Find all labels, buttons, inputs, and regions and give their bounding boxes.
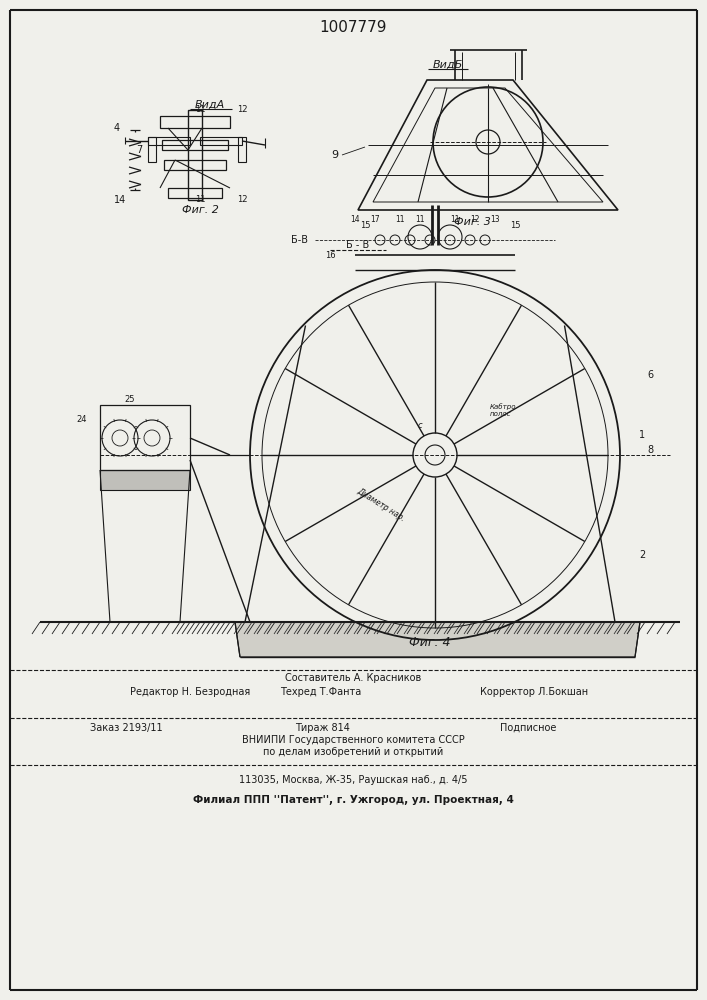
Text: 4: 4 xyxy=(114,123,120,133)
Text: c: c xyxy=(418,420,422,430)
Text: 12: 12 xyxy=(237,105,247,114)
Text: 9: 9 xyxy=(332,150,339,160)
Text: Редактор Н. Безродная: Редактор Н. Безродная xyxy=(130,687,250,697)
Text: 12: 12 xyxy=(237,196,247,205)
Bar xyxy=(100,405,190,470)
Bar xyxy=(164,160,226,170)
Bar xyxy=(148,137,156,162)
Text: Диаметр нар.: Диаметр нар. xyxy=(355,487,407,523)
Text: ВидА: ВидА xyxy=(195,100,225,110)
Polygon shape xyxy=(235,622,640,657)
Bar xyxy=(200,137,242,145)
Text: 15: 15 xyxy=(360,221,370,230)
Text: 6: 6 xyxy=(647,370,653,380)
Text: 13: 13 xyxy=(490,216,500,225)
Text: 7: 7 xyxy=(136,145,142,155)
Text: Корректор Л.Бокшан: Корректор Л.Бокшан xyxy=(480,687,588,697)
Text: 2: 2 xyxy=(639,550,645,560)
Bar xyxy=(100,470,190,490)
Text: Филиал ППП ''Патент'', г. Ужгород, ул. Проектная, 4: Филиал ППП ''Патент'', г. Ужгород, ул. П… xyxy=(192,795,513,805)
Text: 1007779: 1007779 xyxy=(320,20,387,35)
Text: 24: 24 xyxy=(77,416,87,424)
Text: 12: 12 xyxy=(470,216,480,225)
Text: 14: 14 xyxy=(114,195,126,205)
Text: Фиг. 3: Фиг. 3 xyxy=(454,217,491,227)
Text: 11: 11 xyxy=(450,216,460,225)
Text: 11: 11 xyxy=(194,196,205,205)
Bar xyxy=(160,116,230,128)
Text: Техред Т.Фанта: Техред Т.Фанта xyxy=(280,687,361,697)
Text: 1: 1 xyxy=(639,430,645,440)
Bar xyxy=(148,137,190,145)
Text: ВНИИПИ Государственного комитета СССР: ВНИИПИ Государственного комитета СССР xyxy=(242,735,464,745)
Text: Фиг. 4: Фиг. 4 xyxy=(409,636,451,648)
Text: ВидБ: ВидБ xyxy=(433,60,463,70)
Text: Подписное: Подписное xyxy=(500,723,556,733)
Text: Кабтро
полос: Кабтро полос xyxy=(490,403,517,417)
Text: 17: 17 xyxy=(370,216,380,225)
Text: 113035, Москва, Ж-35, Раушская наб., д. 4/5: 113035, Москва, Ж-35, Раушская наб., д. … xyxy=(239,775,467,785)
Text: 11: 11 xyxy=(194,105,205,114)
Text: 8: 8 xyxy=(647,445,653,455)
Text: 14: 14 xyxy=(350,216,360,225)
Bar xyxy=(188,110,202,200)
Text: 15: 15 xyxy=(510,221,520,230)
Text: Б - В: Б - В xyxy=(346,240,370,250)
Text: Б-В: Б-В xyxy=(291,235,308,245)
Text: 25: 25 xyxy=(124,395,135,404)
Text: 11: 11 xyxy=(415,216,425,225)
Text: Тираж 814: Тираж 814 xyxy=(295,723,350,733)
Text: 16: 16 xyxy=(325,250,335,259)
Text: по делам изобретений и открытий: по делам изобретений и открытий xyxy=(263,747,443,757)
Text: Заказ 2193/11: Заказ 2193/11 xyxy=(90,723,163,733)
Bar xyxy=(238,137,246,162)
Bar xyxy=(162,140,228,150)
Text: Фиг. 2: Фиг. 2 xyxy=(182,205,218,215)
Bar xyxy=(168,188,222,198)
Text: 11: 11 xyxy=(395,216,404,225)
Text: Составитель А. Красников: Составитель А. Красников xyxy=(285,673,421,683)
